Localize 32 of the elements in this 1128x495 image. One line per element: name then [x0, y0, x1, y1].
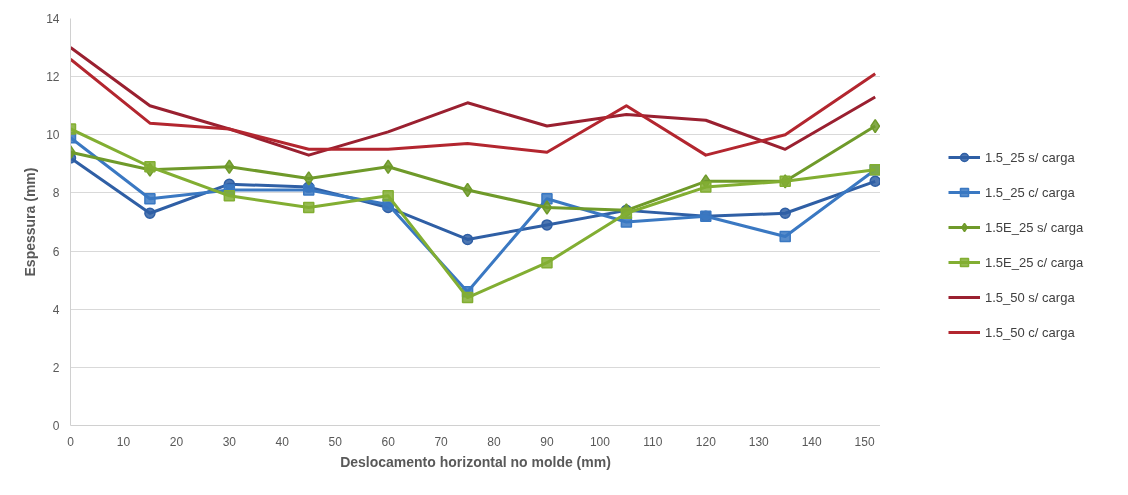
x-axis-title: Deslocamento horizontal no molde (mm) — [340, 453, 611, 470]
legend-label: 1.5E_25 s/ carga — [985, 219, 1084, 235]
x-tick-label: 100 — [589, 434, 611, 449]
x-tick-label: 80 — [487, 434, 502, 449]
y-tick-label: 12 — [46, 70, 60, 85]
legend-label: 1.5E_25 c/ carga — [985, 254, 1084, 270]
x-tick-label: 60 — [381, 434, 396, 449]
y-tick-label: 8 — [52, 186, 60, 201]
x-tick-label: 90 — [540, 434, 554, 449]
x-tick-label: 50 — [328, 434, 343, 449]
legend-label: 1.5_50 s/ carga — [985, 289, 1075, 305]
x-tick-label: 70 — [434, 434, 449, 449]
x-tick-label: 10 — [116, 434, 131, 449]
x-tick-label: 20 — [169, 434, 184, 449]
y-tick-label: 10 — [46, 128, 60, 143]
x-tick-label: 40 — [275, 434, 290, 449]
x-tick-label: 130 — [748, 434, 770, 449]
x-tick-label: 150 — [854, 434, 875, 449]
y-tick-label: 14 — [46, 12, 60, 26]
y-tick-label: 6 — [52, 244, 60, 259]
y-tick-label: 0 — [52, 419, 60, 433]
x-tick-label: 120 — [695, 434, 717, 449]
legend-label: 1.5_25 s/ carga — [985, 149, 1075, 165]
y-tick-label: 4 — [52, 302, 60, 317]
x-tick-label: 140 — [801, 434, 823, 449]
y-axis-title: Espessura (mm) — [22, 167, 39, 277]
y-tick-label: 2 — [52, 360, 60, 375]
x-tick-label: 0 — [67, 434, 75, 449]
legend-label: 1.5_50 c/ carga — [985, 324, 1075, 340]
x-tick-label: 30 — [222, 434, 237, 449]
legend-label: 1.5_25 c/ carga — [985, 184, 1075, 200]
x-tick-label: 110 — [643, 434, 663, 449]
